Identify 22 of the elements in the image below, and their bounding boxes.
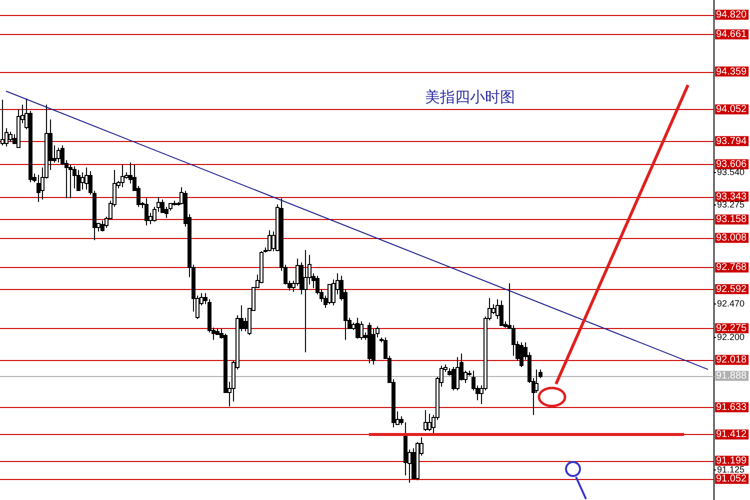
ref-line-label: 93.794 bbox=[716, 136, 748, 147]
ref-line-label: 92.592 bbox=[716, 284, 748, 295]
ref-line-label: 94.820 bbox=[716, 10, 748, 21]
ref-line-label: 94.052 bbox=[716, 104, 748, 116]
ref-line-label: 91.199 bbox=[716, 455, 748, 466]
y-tick-label: 92.200 bbox=[717, 332, 745, 342]
ref-line-label: 94.359 bbox=[716, 66, 748, 78]
ref-line-label: 93.158 bbox=[716, 214, 748, 226]
y-tick-label: 91.125 bbox=[717, 464, 745, 474]
ref-line-label: 93.343 bbox=[716, 191, 748, 202]
ref-line-label: 93.008 bbox=[716, 232, 748, 244]
text: 美指四小时图 bbox=[425, 88, 515, 106]
ref-line-label: 91.412 bbox=[716, 429, 748, 440]
ref-line-label: 92.018 bbox=[716, 354, 748, 366]
ref-line-label: 94.661 bbox=[716, 29, 748, 40]
ref-line-label: 92.768 bbox=[716, 262, 748, 274]
y-tick-label: 92.470 bbox=[717, 298, 745, 309]
ref-line-label: 92.275 bbox=[716, 322, 748, 334]
ref-line-label: 91.633 bbox=[716, 402, 748, 414]
y-tick-label: 93.275 bbox=[717, 200, 745, 210]
ref-line-label: 91.888 bbox=[716, 370, 748, 382]
ref-line-label: 91.052 bbox=[716, 474, 748, 485]
